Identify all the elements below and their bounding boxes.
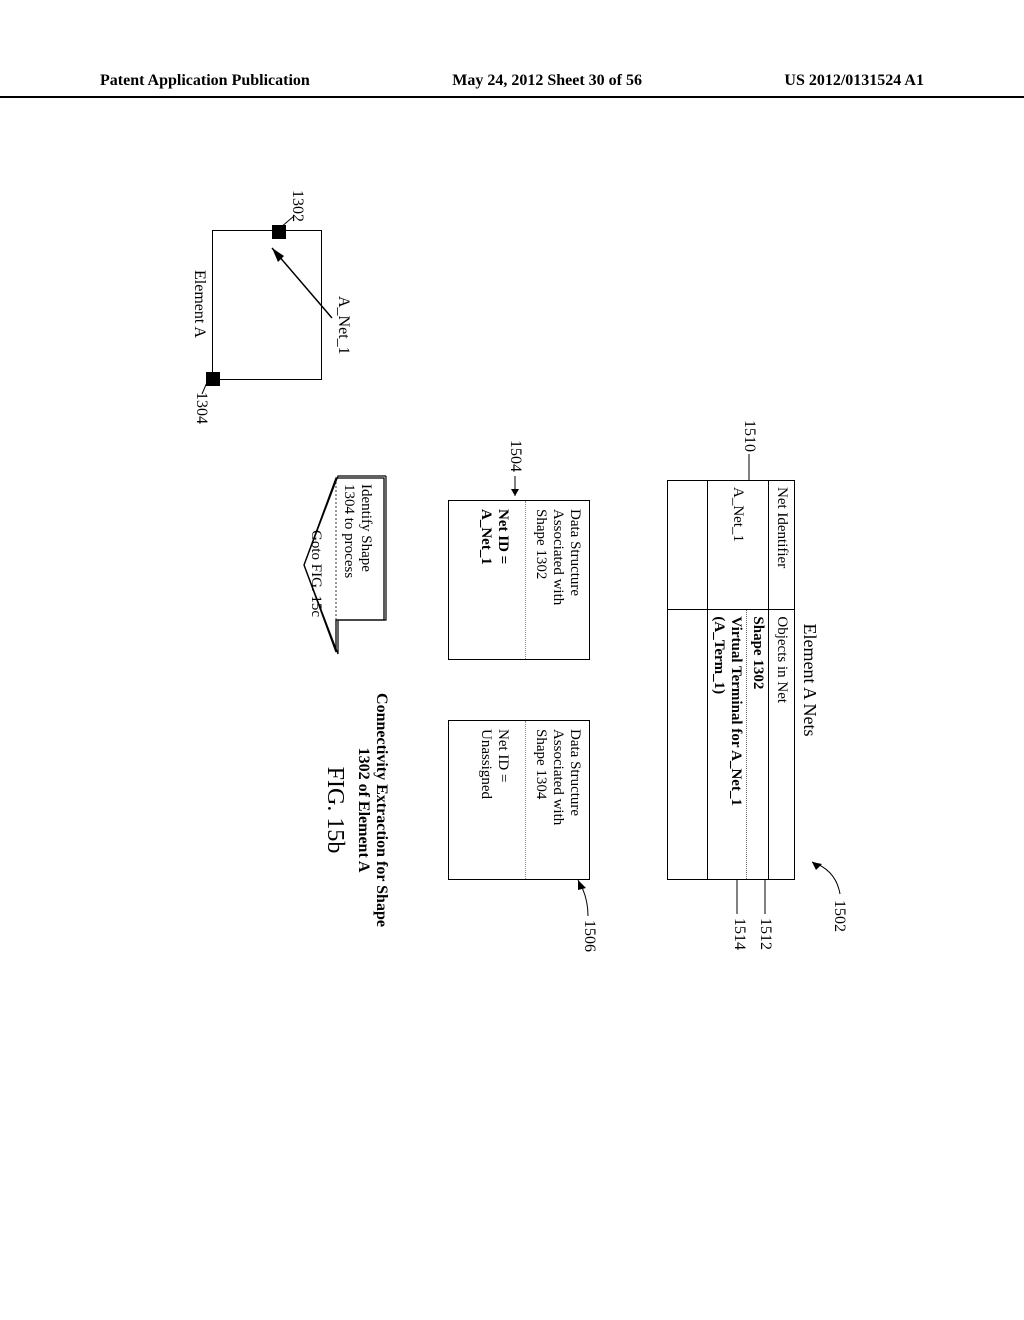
ref1510-leader-icon [744,454,754,484]
vt-line2: (A_Term_1) [711,616,727,694]
arrow-line1: Identify Shape [358,484,374,572]
element-a-name: Element A [190,270,208,338]
nets-empty-row [668,481,708,879]
ds1504-head: Data Structure Associated with Shape 130… [525,501,589,659]
element-a-nets-table: Element A Nets Net Identifier Objects in… [667,480,820,880]
ref-1510: 1510 [740,420,758,452]
net-label: A_Net_1 [334,296,352,355]
ref1504-leader-icon [508,476,522,504]
arrow-text: Identify Shape 1304 to process [340,484,375,614]
col-net-identifier: Net Identifier [769,481,794,610]
nets-body-row: A_Net_1 Shape 1302 Virtual Terminal for … [708,481,768,879]
figure-caption: Connectivity Extraction for Shape 1302 o… [321,680,390,940]
cell-objects: Shape 1302 Virtual Terminal for A_Net_1 … [708,610,768,879]
figure-number: FIG. 15b [321,680,348,940]
arrow-goto: Goto FIG. 15c [307,530,324,617]
ref1512-leader-icon [760,880,770,920]
ds1504-b1: Net ID = [495,509,511,564]
data-structure-1506: Data Structure Associated with Shape 130… [448,720,590,880]
obj-shape-1302: Shape 1302 [746,610,768,879]
obj-virtual-terminal: Virtual Terminal for A_Net_1 (A_Term_1) [708,610,746,879]
ds1504-h3: Shape 1302 [533,509,549,579]
header-left: Patent Application Publication [100,72,310,90]
page-header: Patent Application Publication May 24, 2… [0,72,1024,98]
col-objects-in-net: Objects in Net [769,610,794,879]
ds1506-h2: Associated with [550,729,566,825]
figure-15b: A_Net_1 1302 1304 Element A Element A Ne… [0,220,820,920]
arrow-line2: 1304 to process [341,484,357,578]
element-a-diagram: A_Net_1 1302 1304 Element A [190,220,350,400]
ref1302-leader-icon [274,216,294,236]
ref-1304: 1304 [192,392,210,424]
ref-1514: 1514 [730,918,748,950]
ref1304-leader-icon [198,380,214,396]
header-right: US 2012/0131524 A1 [784,72,924,90]
ds1504-body: Net ID = A_Net_1 [449,501,525,659]
nets-grid: Net Identifier Objects in Net A_Net_1 Sh… [667,480,795,880]
header-center: May 24, 2012 Sheet 30 of 56 [452,72,642,90]
process-arrow: Identify Shape 1304 to process Goto FIG.… [300,470,390,660]
ref-1502: 1502 [830,900,848,932]
data-structure-1504: Data Structure Associated with Shape 130… [448,500,590,660]
ref-1506: 1506 [580,920,598,952]
vt-line1: Virtual Terminal for A_Net_1 [728,616,744,806]
ds1504-b2: A_Net_1 [478,509,494,565]
element-a-rect [212,230,322,380]
ref1514-leader-icon [732,880,742,920]
ref-1512: 1512 [756,918,774,950]
ds1506-body: Net ID = Unassigned [449,721,525,879]
nets-table-title: Element A Nets [799,480,820,880]
ds1504-h1: Data Structure [567,509,583,596]
nets-header-row: Net Identifier Objects in Net [768,481,794,879]
ds1506-h1: Data Structure [567,729,583,816]
ref-1504: 1504 [506,440,524,472]
ds1504-h2: Associated with [550,509,566,605]
ds1506-h3: Shape 1304 [533,729,549,799]
ds1506-head: Data Structure Associated with Shape 130… [525,721,589,879]
ds1506-b2: Unassigned [478,729,494,799]
caption-line1: Connectivity Extraction for Shape [372,680,390,940]
caption-line2: 1302 of Element A [354,680,372,940]
cell-net-id: A_Net_1 [708,481,768,610]
ds1506-b1: Net ID = [495,729,511,782]
